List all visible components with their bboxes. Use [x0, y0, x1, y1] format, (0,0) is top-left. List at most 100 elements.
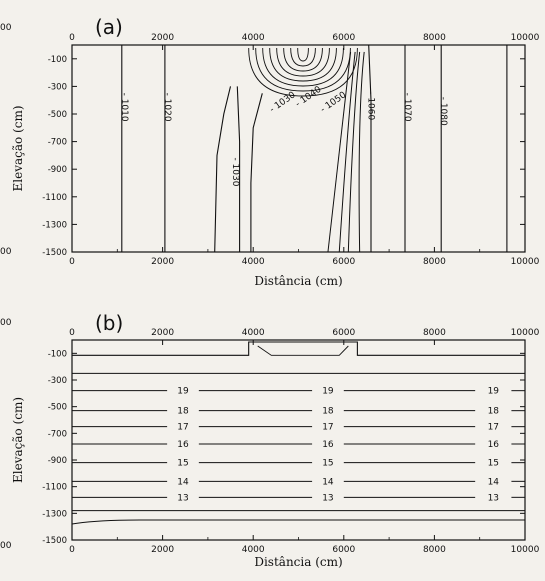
- y-tick-label: -300: [48, 82, 67, 92]
- contour-label: 14: [488, 477, 500, 487]
- x-tick-label-top: 10000: [511, 328, 540, 338]
- contour-label: - 1030: [230, 157, 240, 186]
- contour-label: 16: [177, 440, 189, 450]
- contour-line-nested: [255, 47, 351, 92]
- contour-line-bump: [257, 345, 349, 356]
- contour-line: [327, 51, 352, 253]
- y-tick-label: -1100: [42, 483, 67, 493]
- x-tick-label: 10000: [511, 257, 540, 267]
- panel-b: 0 2000 4000 6000 8000 10000 0 2000 4000 6000 8000 1…: [11, 311, 540, 569]
- x-tick-label-top: 4000: [242, 33, 265, 43]
- x-tick-label-top: 4000: [242, 328, 265, 338]
- y-tick-label: -700: [48, 138, 67, 148]
- contour-label: 15: [488, 459, 499, 469]
- contour-label: 14: [322, 477, 334, 487]
- x-tick-label-top: 8000: [423, 328, 446, 338]
- contour-line: [71, 519, 525, 525]
- contour-line: [250, 93, 263, 252]
- contour-label: 16: [488, 440, 500, 450]
- y-tick-label: -1300: [42, 509, 67, 519]
- y-tick-label: -700: [48, 429, 67, 439]
- y-tick-label: -500: [48, 110, 67, 120]
- contour-label: 16: [322, 440, 334, 450]
- contour-line: [338, 51, 356, 253]
- contour-label: - 1020: [162, 93, 172, 122]
- contour-label: 13: [322, 493, 333, 503]
- panel-a: 0 2000 4000 6000 8000 10000 0 2000 4000 6000 8000 1…: [11, 15, 540, 288]
- contour-label: - 1070: [402, 93, 412, 122]
- x-axis-label: Distância (cm): [254, 555, 342, 569]
- contour-line-nested: [297, 47, 309, 62]
- contour-line: [347, 51, 361, 253]
- contour-line: [236, 86, 241, 252]
- x-tick-label: 0: [69, 257, 75, 267]
- y-tick-label: -1500: [42, 248, 67, 258]
- contour-line-nested: [276, 47, 330, 77]
- contour-label: 18: [322, 407, 334, 417]
- contour-label: - 1010: [119, 93, 129, 122]
- y-tick-label: -1100: [42, 193, 67, 203]
- y-tick-label: -1500: [42, 536, 67, 546]
- x-tick-label-top: 0: [69, 33, 75, 43]
- x-tick-label-top: 6000: [332, 328, 355, 338]
- x-tick-label: 4000: [242, 545, 265, 555]
- x-tick-label-top: 8000: [423, 33, 446, 43]
- x-tick-label: 10000: [511, 545, 540, 555]
- panel-label: (a): [95, 15, 123, 39]
- contour-line: [214, 86, 232, 253]
- contour-label: 18: [177, 407, 189, 417]
- page-edge-labels: 00 00 00 00: [0, 23, 12, 551]
- contour-label: 13: [488, 493, 499, 503]
- x-tick-label-top: 6000: [332, 33, 355, 43]
- y-tick-label: -100: [48, 55, 67, 65]
- y-tick-label: -900: [48, 456, 67, 466]
- panel-label: (b): [95, 311, 123, 335]
- x-tick-label-top: 2000: [151, 33, 174, 43]
- contour-label: 14: [177, 477, 189, 487]
- contour-line-top: [72, 341, 525, 356]
- contour-line-nested: [290, 47, 316, 67]
- x-axis-label: Distância (cm): [254, 274, 342, 288]
- y-tick-label: -100: [48, 349, 67, 359]
- contour-label: 19: [322, 387, 334, 397]
- contour-label: - 1060: [366, 91, 376, 120]
- x-tick-label-top: 2000: [151, 328, 174, 338]
- x-tick-label: 2000: [151, 257, 174, 267]
- contour-line: [358, 51, 365, 253]
- x-tick-label: 6000: [332, 257, 355, 267]
- x-tick-label-top: 0: [69, 328, 75, 338]
- contour-label: 17: [322, 423, 333, 433]
- x-tick-label: 4000: [242, 257, 265, 267]
- contour-label: - 1080: [438, 97, 448, 126]
- contour-label: 19: [177, 387, 189, 397]
- contour-line-nested: [283, 47, 323, 72]
- x-tick-label: 8000: [423, 257, 446, 267]
- edge-label: 00: [0, 318, 12, 328]
- x-tick-label: 6000: [332, 545, 355, 555]
- contour-label: 17: [488, 423, 499, 433]
- x-tick-label: 0: [69, 545, 75, 555]
- contour-label: 17: [177, 423, 188, 433]
- contour-line-nested: [269, 47, 337, 82]
- contour-label: 15: [322, 459, 333, 469]
- plot-frame: [71, 339, 526, 541]
- y-tick-label: -1300: [42, 220, 67, 230]
- contour-line-nested: [248, 47, 358, 97]
- y-axis-label: Elevação (cm): [11, 397, 25, 483]
- contour-label: 13: [177, 493, 188, 503]
- y-tick-label: -300: [48, 376, 67, 386]
- edge-label: 00: [0, 541, 12, 551]
- edge-label: 00: [0, 247, 12, 257]
- contour-line: [368, 44, 372, 252]
- x-tick-label: 8000: [423, 545, 446, 555]
- contour-label: 19: [488, 387, 500, 397]
- y-tick-label: -500: [48, 403, 67, 413]
- y-tick-label: -900: [48, 165, 67, 175]
- x-tick-label-top: 10000: [511, 33, 540, 43]
- contour-line-nested: [262, 47, 344, 87]
- y-axis-label: Elevação (cm): [11, 105, 25, 191]
- contour-label: 15: [177, 459, 188, 469]
- contour-label: 18: [488, 407, 500, 417]
